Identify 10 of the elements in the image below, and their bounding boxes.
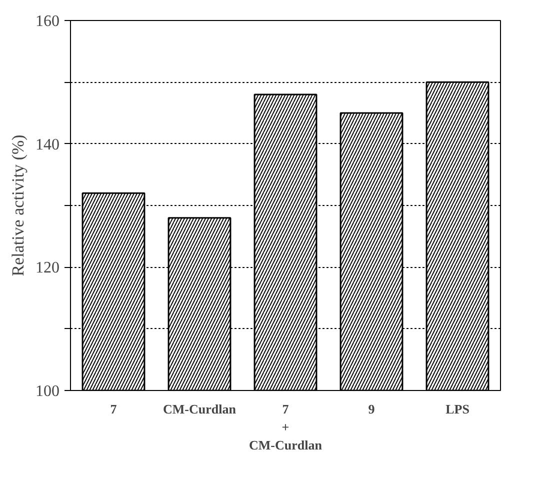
x-tick-label: 7 [110, 402, 118, 416]
y-tick-label: 120 [36, 260, 60, 277]
y-tick-label: 100 [36, 383, 60, 400]
x-tick-label: 9 [368, 402, 376, 416]
x-tick-label: LPS [446, 402, 470, 416]
y-axis-title: Relative activity (%) [8, 134, 28, 276]
y-tick-label: 160 [36, 13, 60, 30]
x-tick-label: 7 + CM-Curdlan [249, 402, 323, 452]
x-tick-label: CM-Curdlan [163, 402, 237, 416]
y-tick-label: 140 [36, 136, 60, 154]
